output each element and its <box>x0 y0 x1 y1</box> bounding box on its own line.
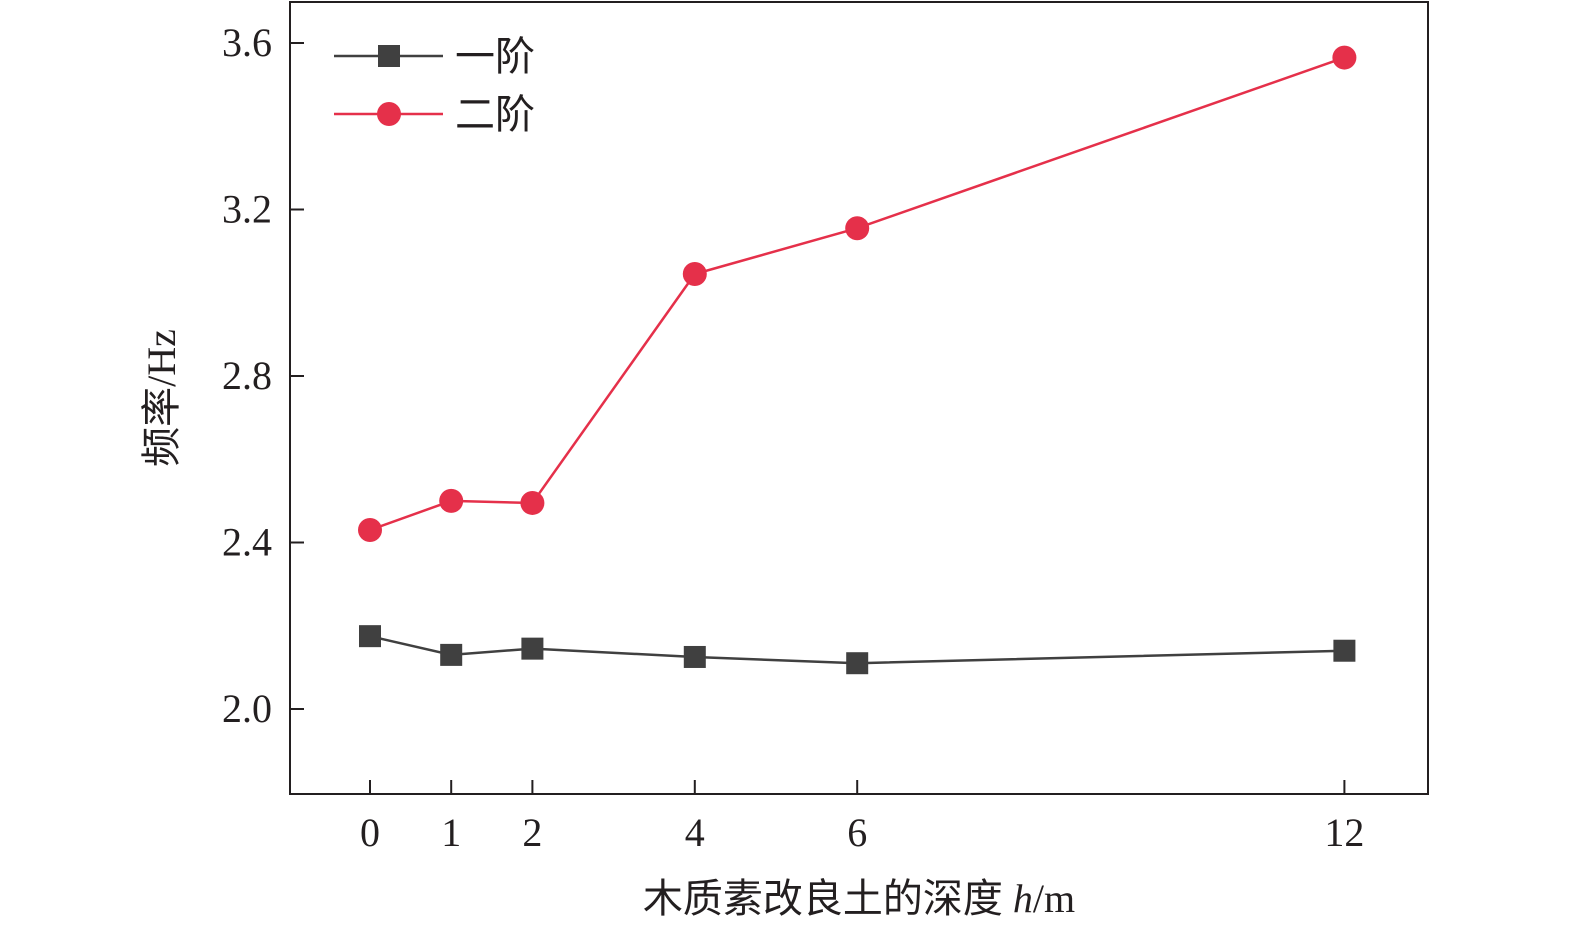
series-line <box>369 56 1345 532</box>
data-point-circle <box>439 488 464 513</box>
legend-marker-circle <box>377 102 401 126</box>
data-point-circle <box>682 262 707 287</box>
plot-frame <box>289 1 1429 795</box>
data-point-square <box>683 645 706 668</box>
x-axis-title: 木质素改良土的深度 h/m <box>643 876 1075 921</box>
y-axis-title: 频率/Hz <box>139 329 184 467</box>
data-point-square <box>521 637 544 660</box>
x-tick-label: 2 <box>522 810 542 855</box>
x-tick-label: 4 <box>685 810 705 855</box>
x-tick-label: 1 <box>441 810 461 855</box>
data-point-square <box>440 643 463 666</box>
series-line <box>369 634 1345 665</box>
legend-label: 二阶 <box>455 92 535 137</box>
data-point-circle <box>520 490 545 515</box>
data-point-circle <box>845 216 870 241</box>
x-tick-label: 6 <box>847 810 867 855</box>
y-tick-label: 3.6 <box>222 20 272 65</box>
legend-label: 一阶 <box>455 34 535 79</box>
data-point-square <box>359 625 381 648</box>
y-tick-label: 2.4 <box>222 520 272 565</box>
series-1 <box>359 625 1356 675</box>
y-tick-label: 2.0 <box>222 686 272 731</box>
legend-item: 一阶 <box>334 34 535 79</box>
series-2 <box>358 45 1357 543</box>
y-tick-label: 3.2 <box>222 187 272 232</box>
y-axis-ticks: 2.0 2.4 2.8 3.2 3.6 <box>222 20 304 731</box>
x-axis-ticks: 0 1 2 4 6 12 <box>360 780 1364 855</box>
x-tick-label: 0 <box>360 810 380 855</box>
y-tick-label: 2.8 <box>222 353 272 398</box>
data-point-circle <box>1332 45 1357 70</box>
x-tick-label: 12 <box>1324 810 1364 855</box>
data-point-square <box>1333 639 1356 662</box>
data-point-square <box>846 652 869 675</box>
legend-marker-square <box>378 45 400 67</box>
series-layer <box>358 45 1357 675</box>
data-point-circle <box>358 518 382 543</box>
legend-item: 二阶 <box>334 92 535 137</box>
